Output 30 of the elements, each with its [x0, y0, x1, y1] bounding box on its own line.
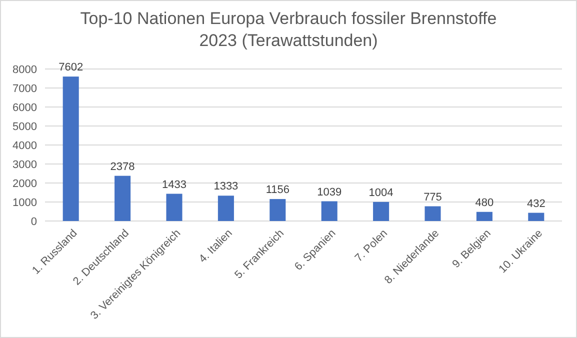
data-label: 2378	[110, 160, 135, 173]
data-label: 1004	[368, 186, 394, 199]
bar	[373, 202, 390, 221]
bar	[114, 176, 131, 221]
y-tick-label: 3000	[12, 158, 37, 171]
y-tick-label: 8000	[12, 64, 37, 76]
bar	[528, 212, 544, 221]
bar	[424, 206, 441, 221]
bar	[166, 194, 182, 221]
data-label: 1039	[317, 186, 342, 198]
bar	[476, 212, 492, 221]
bar	[62, 76, 79, 221]
bar	[218, 196, 234, 221]
data-label: 1433	[162, 178, 186, 191]
data-label: 775	[424, 191, 442, 204]
y-tick-label: 7000	[12, 82, 37, 95]
y-tick-label: 6000	[12, 102, 37, 114]
bar	[270, 199, 286, 221]
data-label: 1333	[214, 180, 238, 193]
data-label: 7602	[58, 62, 84, 74]
data-label: 1156	[266, 184, 290, 196]
y-tick-label: 2000	[12, 178, 37, 190]
chart-title: Top-10 Nationen Europa Verbrauch fossiler Brennstoffe 2023 (Terawattstunden)	[80, 9, 497, 50]
bar	[321, 201, 338, 221]
y-tick-label: 5000	[12, 120, 37, 133]
data-label: 432	[526, 198, 546, 210]
data-label: 480	[475, 196, 494, 209]
y-tick-label: 1000	[12, 196, 37, 209]
y-tick-label: 0	[30, 216, 37, 228]
y-tick-label: 4000	[12, 140, 37, 152]
